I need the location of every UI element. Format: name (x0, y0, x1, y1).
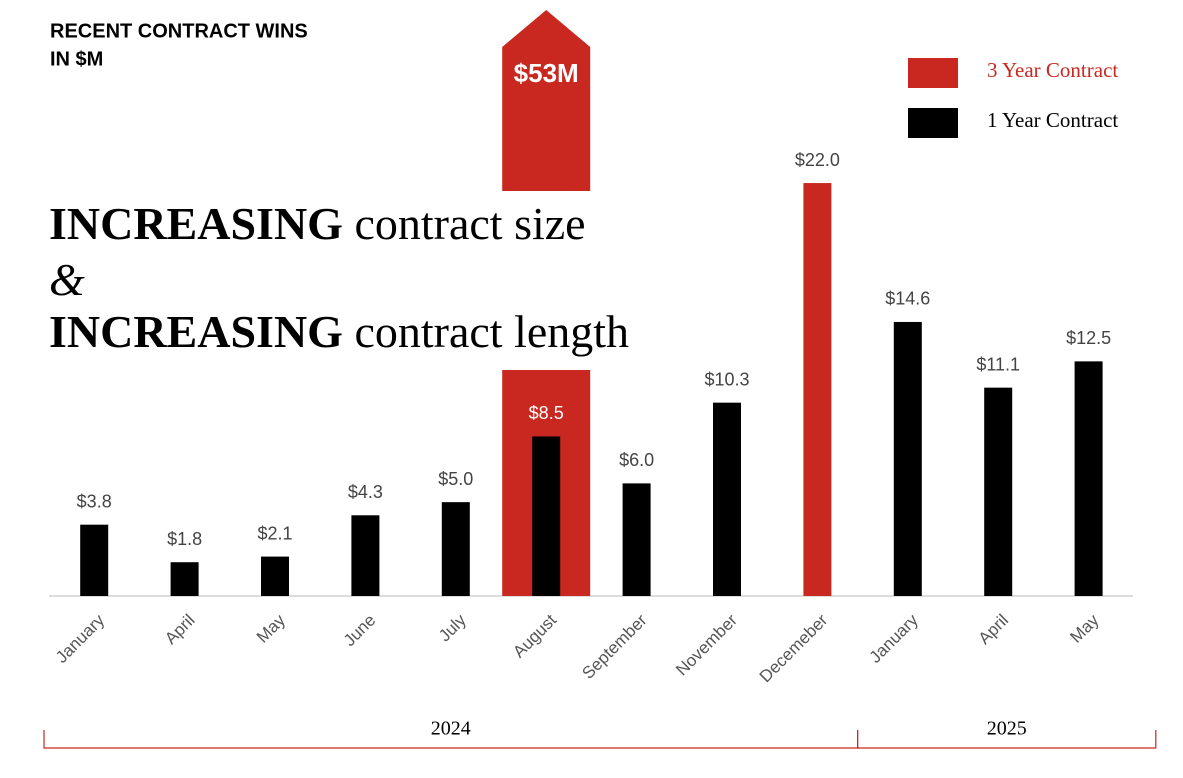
x-tick-label: May (1066, 610, 1102, 646)
value-label: $4.3 (348, 482, 383, 502)
x-tick-label: May (253, 610, 289, 646)
x-tick-label: April (161, 611, 198, 648)
value-label: $5.0 (438, 469, 473, 489)
value-label: $6.0 (619, 450, 654, 470)
bar (532, 436, 561, 596)
value-label: $1.8 (167, 529, 202, 549)
value-label: $8.5 (529, 403, 564, 423)
value-label: $53M (514, 58, 579, 88)
x-tick-label: Decemeber (756, 610, 832, 686)
legend-swatch (908, 108, 958, 138)
headline-part: INCREASING (49, 198, 343, 249)
value-label: $12.5 (1066, 328, 1111, 348)
group-label: 2024 (431, 718, 471, 740)
bar (441, 502, 470, 596)
value-label: $11.1 (976, 354, 1020, 374)
x-tick-label: August (509, 610, 560, 661)
bar (80, 524, 109, 596)
headline: INCREASING contract length (49, 306, 629, 357)
x-tick-label: September (578, 610, 650, 682)
chart-title: RECENT CONTRACT WINS (50, 20, 308, 42)
headline: & (49, 254, 85, 305)
bar (713, 402, 741, 596)
bar (803, 183, 832, 596)
headline-part: contract size (343, 198, 586, 249)
bar (984, 387, 1013, 596)
bar (502, 10, 591, 596)
group-bracket (857, 730, 1157, 749)
value-label: $3.8 (77, 491, 112, 511)
x-tick-label: April (975, 611, 1012, 648)
headline: INCREASING contract size (49, 198, 586, 249)
headline-part: INCREASING (49, 306, 343, 357)
legend-label: 3 Year Contract (987, 58, 1118, 82)
x-tick-label: November (672, 610, 741, 679)
bar (170, 562, 199, 596)
chart-title: IN $M (50, 48, 103, 70)
bar (261, 556, 289, 596)
legend-swatch (908, 58, 958, 88)
legend-label: 1 Year Contract (987, 108, 1118, 132)
value-label: $10.3 (704, 369, 749, 389)
headline-part: & (49, 254, 85, 305)
x-tick-label: July (435, 610, 470, 645)
bar (1074, 361, 1103, 596)
x-tick-label: June (340, 611, 380, 651)
value-label: $22.0 (795, 150, 840, 170)
value-label: $2.1 (257, 523, 292, 543)
value-label: $14.6 (885, 289, 930, 309)
x-tick-label: January (52, 610, 109, 667)
x-tick-label: January (866, 610, 923, 667)
bar (893, 321, 922, 596)
bar (622, 483, 651, 596)
headline-part: contract length (343, 306, 629, 357)
bar (351, 515, 380, 596)
group-label: 2025 (987, 718, 1027, 740)
